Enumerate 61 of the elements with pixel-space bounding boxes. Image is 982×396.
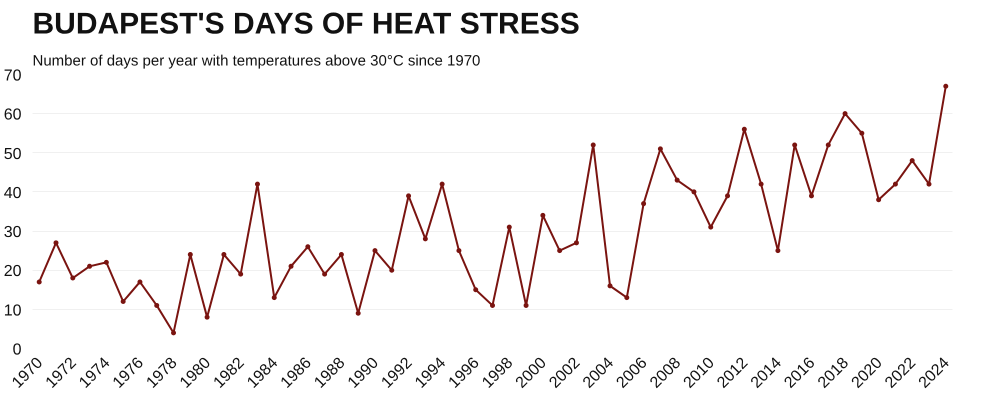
point: [658, 146, 663, 152]
point: [775, 248, 780, 254]
point: [708, 224, 714, 230]
point: [859, 130, 864, 136]
point: [574, 240, 579, 246]
point: [70, 276, 76, 281]
point: [926, 182, 932, 187]
point: [641, 201, 646, 206]
point: [792, 142, 798, 148]
point: [87, 264, 92, 269]
point: [943, 84, 948, 89]
point: [624, 295, 630, 300]
y-tick-label: 60: [4, 106, 22, 124]
chart-subtitle: Number of days per year with temperatures above 30°C since 1970: [32, 52, 480, 70]
point: [288, 264, 294, 269]
point: [254, 182, 260, 187]
point: [36, 279, 42, 284]
point: [104, 260, 109, 265]
point: [204, 314, 210, 320]
point: [876, 197, 882, 202]
y-tick-label: 30: [4, 224, 22, 242]
point: [910, 158, 915, 164]
point: [272, 295, 277, 300]
point: [524, 302, 529, 308]
point: [137, 279, 142, 284]
point: [758, 182, 764, 187]
point: [356, 310, 361, 316]
point: [540, 212, 546, 218]
chart-title: BUDAPEST'S DAYS OF HEAT STRESS: [32, 8, 580, 40]
point: [742, 126, 747, 132]
point: [372, 248, 378, 254]
point: [590, 142, 596, 148]
point: [120, 299, 126, 304]
point: [506, 224, 512, 230]
y-tick-label: 40: [4, 184, 22, 202]
y-tick-label: 70: [4, 68, 22, 84]
point: [674, 178, 680, 183]
point: [305, 244, 310, 250]
point: [842, 111, 848, 116]
point: [892, 182, 898, 187]
point: [557, 248, 562, 254]
point: [188, 252, 193, 258]
point: [171, 330, 176, 336]
point: [322, 272, 328, 277]
point: [608, 283, 613, 288]
point: [154, 302, 160, 308]
y-tick-label: 10: [4, 302, 22, 320]
point: [456, 248, 462, 254]
point: [54, 240, 59, 246]
point: [691, 189, 696, 194]
point: [440, 182, 445, 187]
y-tick-label: 0: [12, 342, 22, 358]
y-tick-label: 50: [4, 146, 22, 163]
point: [826, 142, 831, 148]
point: [406, 193, 412, 198]
y-tick-label: 20: [4, 263, 22, 280]
point: [725, 193, 730, 198]
point: [238, 272, 244, 277]
point: [473, 287, 478, 292]
point: [490, 302, 495, 308]
point: [389, 268, 394, 273]
